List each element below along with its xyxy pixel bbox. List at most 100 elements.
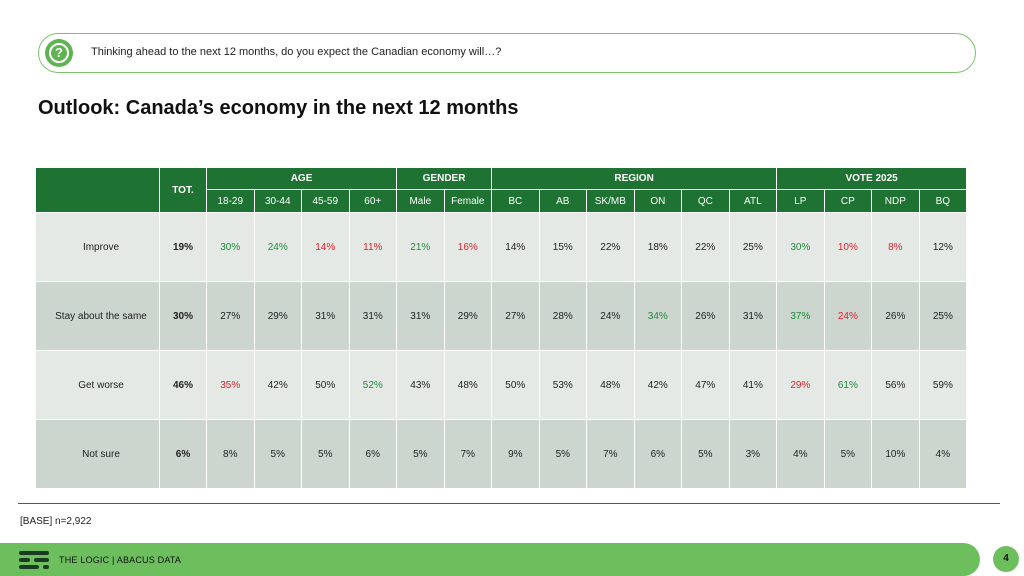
value-cell: 30% bbox=[206, 212, 255, 282]
value-cell: 24% bbox=[253, 212, 302, 282]
column-header: ON bbox=[633, 189, 683, 213]
value-cell: 14% bbox=[301, 212, 350, 282]
value-cell: 15% bbox=[538, 212, 588, 282]
value-cell: 21% bbox=[396, 212, 445, 282]
row-label: Get worse bbox=[35, 350, 160, 420]
value-cell: 35% bbox=[206, 350, 255, 420]
value-cell: 27% bbox=[491, 281, 540, 351]
column-header: 18-29 bbox=[206, 189, 255, 213]
value-cell: 7% bbox=[586, 419, 635, 489]
column-header: LP bbox=[776, 189, 825, 213]
value-cell: 26% bbox=[681, 281, 730, 351]
question-text: Thinking ahead to the next 12 months, do… bbox=[91, 46, 502, 58]
value-cell: 7% bbox=[443, 419, 493, 489]
value-cell: 28% bbox=[538, 281, 588, 351]
value-cell: 5% bbox=[538, 419, 588, 489]
value-cell: 50% bbox=[301, 350, 350, 420]
value-cell: 31% bbox=[348, 281, 398, 351]
value-cell: 22% bbox=[681, 212, 730, 282]
value-cell: 16% bbox=[443, 212, 493, 282]
sub-header-row: 18-29 30-44 45-59 60+ Male Female BC AB … bbox=[36, 189, 968, 213]
total-cell: 30% bbox=[159, 281, 207, 351]
column-header: BC bbox=[491, 189, 540, 213]
value-cell: 4% bbox=[918, 419, 968, 489]
group-header-gender: GENDER bbox=[396, 167, 493, 190]
value-cell: 8% bbox=[871, 212, 920, 282]
results-table: TOT. AGE GENDER REGION VOTE 2025 18-29 3… bbox=[35, 167, 968, 489]
value-cell: 42% bbox=[633, 350, 683, 420]
column-header: ATL bbox=[728, 189, 778, 213]
value-cell: 6% bbox=[348, 419, 398, 489]
value-cell: 12% bbox=[918, 212, 968, 282]
footer-divider bbox=[18, 503, 1000, 504]
value-cell: 25% bbox=[918, 281, 968, 351]
column-header: AB bbox=[538, 189, 588, 213]
value-cell: 43% bbox=[396, 350, 445, 420]
page-number: 4 bbox=[993, 546, 1019, 572]
value-cell: 30% bbox=[776, 212, 825, 282]
column-header: Male bbox=[396, 189, 445, 213]
value-cell: 48% bbox=[586, 350, 635, 420]
value-cell: 5% bbox=[681, 419, 730, 489]
value-cell: 31% bbox=[396, 281, 445, 351]
value-cell: 11% bbox=[348, 212, 398, 282]
value-cell: 29% bbox=[443, 281, 493, 351]
value-cell: 29% bbox=[776, 350, 825, 420]
value-cell: 56% bbox=[871, 350, 920, 420]
column-header: Female bbox=[443, 189, 493, 213]
value-cell: 9% bbox=[491, 419, 540, 489]
value-cell: 10% bbox=[823, 212, 873, 282]
column-header: 30-44 bbox=[253, 189, 302, 213]
value-cell: 42% bbox=[253, 350, 302, 420]
table-row: Improve 19% 30% 24% 14% 11% 21% 16% 14% 15% 22% 18%… bbox=[35, 212, 968, 282]
value-cell: 5% bbox=[396, 419, 445, 489]
total-cell: 46% bbox=[159, 350, 207, 420]
value-cell: 47% bbox=[681, 350, 730, 420]
value-cell: 14% bbox=[491, 212, 540, 282]
value-cell: 5% bbox=[823, 419, 873, 489]
base-note: [BASE] n=2,922 bbox=[20, 516, 92, 527]
column-header: 60+ bbox=[348, 189, 398, 213]
value-cell: 52% bbox=[348, 350, 398, 420]
page-title: Outlook: Canada’s economy in the next 12… bbox=[38, 97, 519, 119]
value-cell: 24% bbox=[823, 281, 873, 351]
footer-text: THE LOGIC | ABACUS DATA bbox=[59, 555, 182, 565]
row-label: Stay about the same bbox=[35, 281, 160, 351]
value-cell: 26% bbox=[871, 281, 920, 351]
column-header: BQ bbox=[918, 189, 968, 213]
group-header-row: TOT. AGE GENDER REGION VOTE 2025 bbox=[35, 167, 968, 213]
value-cell: 22% bbox=[586, 212, 635, 282]
value-cell: 34% bbox=[633, 281, 683, 351]
footer-bar: THE LOGIC | ABACUS DATA bbox=[0, 543, 980, 576]
group-header-age: AGE bbox=[205, 167, 398, 190]
question-box: ? Thinking ahead to the next 12 months, … bbox=[38, 33, 976, 73]
question-mark-icon: ? bbox=[45, 39, 73, 67]
value-cell: 10% bbox=[871, 419, 920, 489]
column-header: CP bbox=[823, 189, 873, 213]
column-header: SK/MB bbox=[586, 189, 635, 213]
value-cell: 18% bbox=[633, 212, 683, 282]
table-row: Not sure 6% 8% 5% 5% 6% 5% 7% 9% 5% 7% 6% 5% 3% 4% 5% 10… bbox=[35, 419, 968, 489]
value-cell: 31% bbox=[728, 281, 778, 351]
column-header: QC bbox=[681, 189, 730, 213]
value-cell: 29% bbox=[253, 281, 302, 351]
column-header: NDP bbox=[871, 189, 920, 213]
value-cell: 61% bbox=[823, 350, 873, 420]
value-cell: 3% bbox=[728, 419, 778, 489]
value-cell: 6% bbox=[633, 419, 683, 489]
table-row: Stay about the same 30% 27% 29% 31% 31% 31% 29%… bbox=[35, 281, 968, 351]
value-cell: 24% bbox=[586, 281, 635, 351]
value-cell: 27% bbox=[206, 281, 255, 351]
row-label: Improve bbox=[35, 212, 160, 282]
group-header-region: REGION bbox=[491, 167, 778, 190]
value-cell: 25% bbox=[728, 212, 778, 282]
value-cell: 8% bbox=[206, 419, 255, 489]
value-cell: 53% bbox=[538, 350, 588, 420]
group-header-vote: VOTE 2025 bbox=[776, 167, 968, 190]
value-cell: 31% bbox=[301, 281, 350, 351]
total-header: TOT. bbox=[159, 167, 207, 213]
table-row: Get worse 46% 35% 42% 50% 52% 43% 48% 50% 53% 48% 4… bbox=[35, 350, 968, 420]
abacus-bars-icon bbox=[19, 551, 49, 569]
value-cell: 48% bbox=[443, 350, 493, 420]
value-cell: 37% bbox=[776, 281, 825, 351]
